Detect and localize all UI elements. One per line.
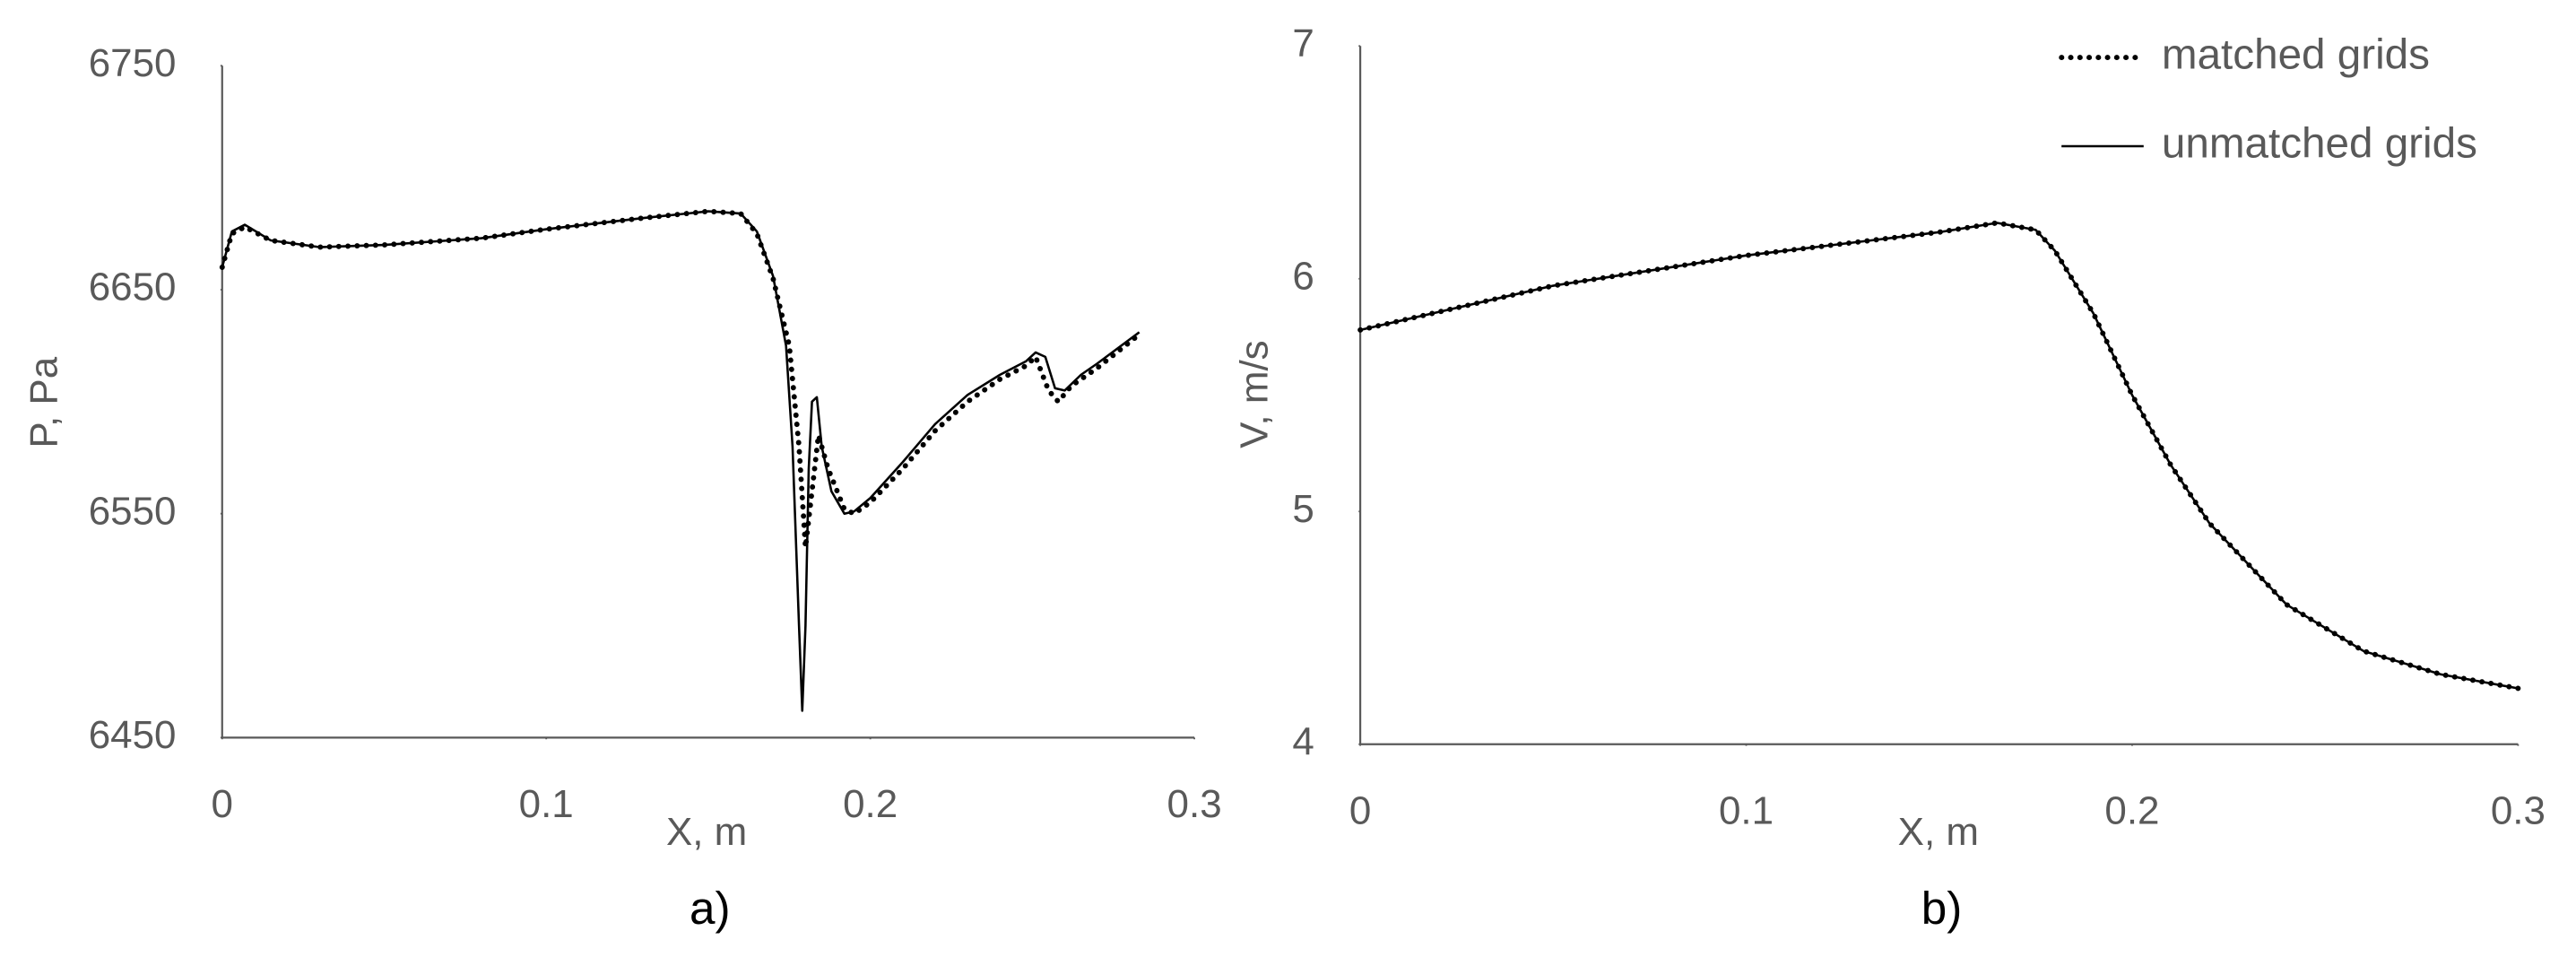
x-tick-label: 0.1 [1719, 788, 1774, 832]
x-tick-label: 0.3 [1167, 782, 1222, 826]
x-tick-label: 0.2 [2104, 788, 2159, 832]
caption: a) [690, 883, 731, 934]
x-tick-label: 0.3 [2491, 788, 2546, 832]
y-tick-label: 4 [1292, 719, 1314, 763]
series-line [219, 208, 1142, 551]
x-tick-label: 0 [1349, 788, 1371, 832]
y-axis-title: V, m/s [1232, 340, 1276, 448]
y-tick-label: 7 [1292, 22, 1314, 65]
x-tick-label: 0.1 [519, 782, 574, 826]
series-line [221, 210, 1141, 712]
legend-label: unmatched grids [2162, 120, 2477, 168]
x-axis-title: X, m [666, 810, 747, 854]
y-tick-label: 6 [1292, 254, 1314, 298]
y-tick-label: 6550 [89, 489, 177, 533]
x-axis-title: X, m [1898, 810, 1979, 854]
y-tick-label: 6450 [89, 713, 177, 757]
y-tick-label: 5 [1292, 487, 1314, 531]
y-tick-label: 6650 [89, 265, 177, 309]
x-tick-label: 0.2 [843, 782, 898, 826]
series-line [1359, 222, 2519, 690]
y-tick-label: 6750 [89, 41, 177, 85]
caption: b) [1921, 883, 1963, 934]
series-line [1357, 220, 2521, 692]
y-axis-title: P, Pa [22, 356, 65, 448]
legend-label: matched grids [2162, 31, 2430, 79]
x-tick-label: 0 [212, 782, 233, 826]
